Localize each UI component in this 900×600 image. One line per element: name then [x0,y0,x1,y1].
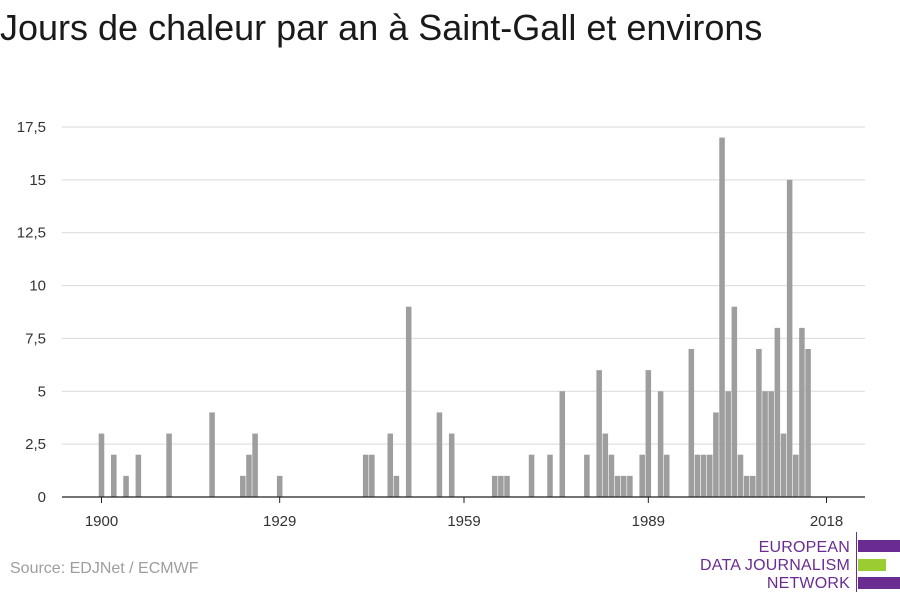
bar-1955 [436,412,443,497]
bar-2002 [725,391,731,497]
y-tick-label: 15 [29,172,46,189]
bar-1948 [393,475,400,497]
bar-2007 [756,349,762,497]
bar-1982 [602,433,609,497]
bar-1997 [694,454,701,497]
y-tick-label: 17,5 [17,119,46,136]
y-tick-label: 5 [38,383,46,400]
bar-1975 [559,391,566,497]
bar-1998 [700,454,707,497]
bar-2006 [750,475,756,497]
bar-1986 [627,475,633,497]
x-tick-label: 1900 [85,513,118,530]
bar-2014 [799,327,805,497]
bar-1957 [448,433,455,497]
bar-2000 [713,412,719,497]
x-tick-label: 1959 [447,513,480,530]
bar-2001 [719,137,725,497]
bar-1989 [645,370,652,497]
logo-divider [856,532,857,592]
bar-1902 [111,454,117,497]
x-tick-label: 2018 [810,513,843,530]
logo-bar-green [858,559,886,571]
bar-1983 [608,454,615,497]
bar-1929 [276,475,283,497]
bar-1984 [614,475,621,497]
chart-title: Jours de chaleur par an à Saint-Gall et … [0,7,763,48]
bar-1985 [620,475,627,497]
bar-2008 [762,391,768,497]
bar-1900 [98,433,105,497]
logo-line-2: DATA JOURNALISM [700,557,850,574]
bar-1923 [240,475,246,497]
bar-1947 [387,433,394,497]
bar-1999 [706,454,713,497]
bar-2015 [805,349,811,497]
logo-line-3: NETWORK [766,575,850,592]
bar-1996 [688,349,695,497]
logo-bar-purple-top [858,540,900,552]
edjnet-logo: EUROPEAN DATA JOURNALISM NETWORK [700,532,900,594]
source-note: Source: EDJNet / ECMWF [10,560,199,577]
bar-1943 [362,454,369,497]
bar-2005 [743,475,750,497]
bar-1966 [504,475,510,497]
y-tick-label: 0 [38,489,46,506]
x-tick-label: 1989 [632,513,665,530]
y-tick-label: 10 [29,278,46,295]
bar-1911 [166,433,172,497]
bar-1925 [252,433,258,497]
bar-1988 [639,454,645,497]
bar-1981 [596,370,602,497]
bar-1992 [663,454,670,497]
bar-1906 [135,454,142,497]
y-tick-label: 7,5 [25,330,46,347]
y-tick-label: 2,5 [25,436,46,453]
logo-bar-purple-bottom [858,577,900,589]
bar-1918 [209,412,215,497]
bar-1950 [405,306,412,497]
bar-1964 [491,475,498,497]
bar-2009 [768,391,774,497]
bar-1973 [547,454,553,497]
bar-2010 [774,327,781,497]
logo-line-1: EUROPEAN [758,539,850,556]
bar-2004 [737,454,744,497]
bar-1965 [498,475,504,497]
bar-2011 [780,433,787,497]
bar-2012 [786,179,793,498]
bar-chart: 0 2,5 5 7,5 10 12,5 15 17,5 1900 1929 1959 1989 2018 [17,119,865,530]
bar-1904 [123,475,129,497]
x-tick-label: 1929 [263,513,296,530]
bar-1970 [528,454,535,497]
bar-2003 [731,306,738,497]
bar-1979 [584,454,590,497]
bar-2013 [793,454,799,497]
bar-1924 [246,454,252,497]
bar-1944 [369,454,375,497]
y-tick-label: 12,5 [17,225,46,242]
bar-1991 [657,391,664,497]
